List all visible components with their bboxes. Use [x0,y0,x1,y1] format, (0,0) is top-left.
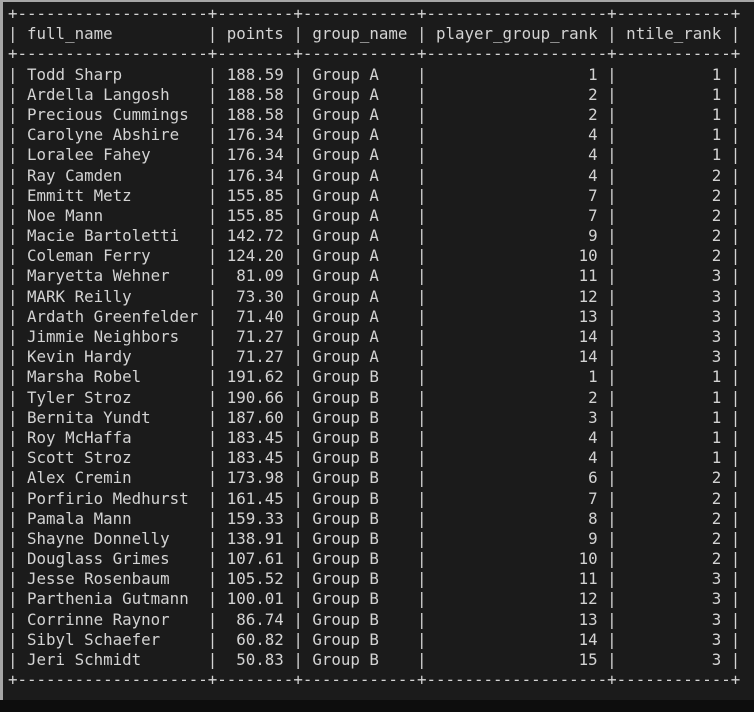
table-row: | MARK Reilly | 73.30 | Group A | 12 | 3… [8,286,741,306]
table-row: | Scott Stroz | 183.45 | Group B | 4 | 1… [8,448,741,468]
table-row: | Tyler Stroz | 190.66 | Group B | 2 | 1… [8,387,741,407]
table-row: | Noe Mann | 155.85 | Group A | 7 | 2 | [8,205,741,225]
table-row: | Sibyl Schaefer | 60.82 | Group B | 14 … [8,629,741,649]
table-row: | Kevin Hardy | 71.27 | Group A | 14 | 3… [8,347,741,367]
table-row: | Emmitt Metz | 155.85 | Group A | 7 | 2… [8,185,741,205]
table-row: | Jimmie Neighbors | 71.27 | Group A | 1… [8,327,741,346]
table-row: | Porfirio Medhurst | 161.45 | Group B |… [8,488,741,508]
table-row: | Maryetta Wehner | 81.09 | Group A | 11… [8,266,741,286]
table-header-row: | full_name | points | group_name | play… [8,24,741,44]
table-row: | Douglass Grimes | 107.61 | Group B | 1… [8,549,741,569]
table-row: | Alex Cremin | 173.98 | Group B | 6 | 2… [8,468,741,488]
table-row: | Precious Cummings | 188.58 | Group A |… [8,104,741,124]
table-header-separator: +--------------------+--------+---------… [8,44,741,64]
table-row: | Marsha Robel | 191.62 | Group B | 1 | … [8,367,741,387]
table-row: | Jesse Rosenbaum | 105.52 | Group B | 1… [8,569,741,589]
table-row: | Ardath Greenfelder | 71.40 | Group A |… [8,306,741,326]
table-row: | Shayne Donnelly | 138.91 | Group B | 9… [8,528,741,548]
table-row: | Macie Bartoletti | 142.72 | Group A | … [8,226,741,246]
table-border-bottom: +--------------------+--------+---------… [8,670,741,690]
table-row: | Bernita Yundt | 187.60 | Group B | 3 |… [8,407,741,427]
table-row: | Corrinne Raynor | 86.74 | Group B | 13… [8,609,741,629]
table-row: | Parthenia Gutmann | 100.01 | Group B |… [8,589,741,609]
table-border-top: +--------------------+--------+---------… [8,4,741,23]
table-row: | Carolyne Abshire | 176.34 | Group A | … [8,125,741,145]
table-row: | Jeri Schmidt | 50.83 | Group B | 15 | … [8,650,741,669]
table-row: | Ardella Langosh | 188.58 | Group A | 2… [8,84,741,104]
table-row: | Roy McHaffa | 183.45 | Group B | 4 | 1… [8,427,741,447]
table-row: | Ray Camden | 176.34 | Group A | 4 | 2 … [8,165,741,185]
table-row: | Loralee Fahey | 176.34 | Group A | 4 |… [8,145,741,165]
table-row: | Coleman Ferry | 124.20 | Group A | 10 … [8,246,741,266]
table-row: | Todd Sharp | 188.59 | Group A | 1 | 1 … [8,64,741,84]
table-row: | Pamala Mann | 159.33 | Group B | 8 | 2… [8,508,741,528]
query-result-table: +--------------------+--------+---------… [8,4,754,690]
